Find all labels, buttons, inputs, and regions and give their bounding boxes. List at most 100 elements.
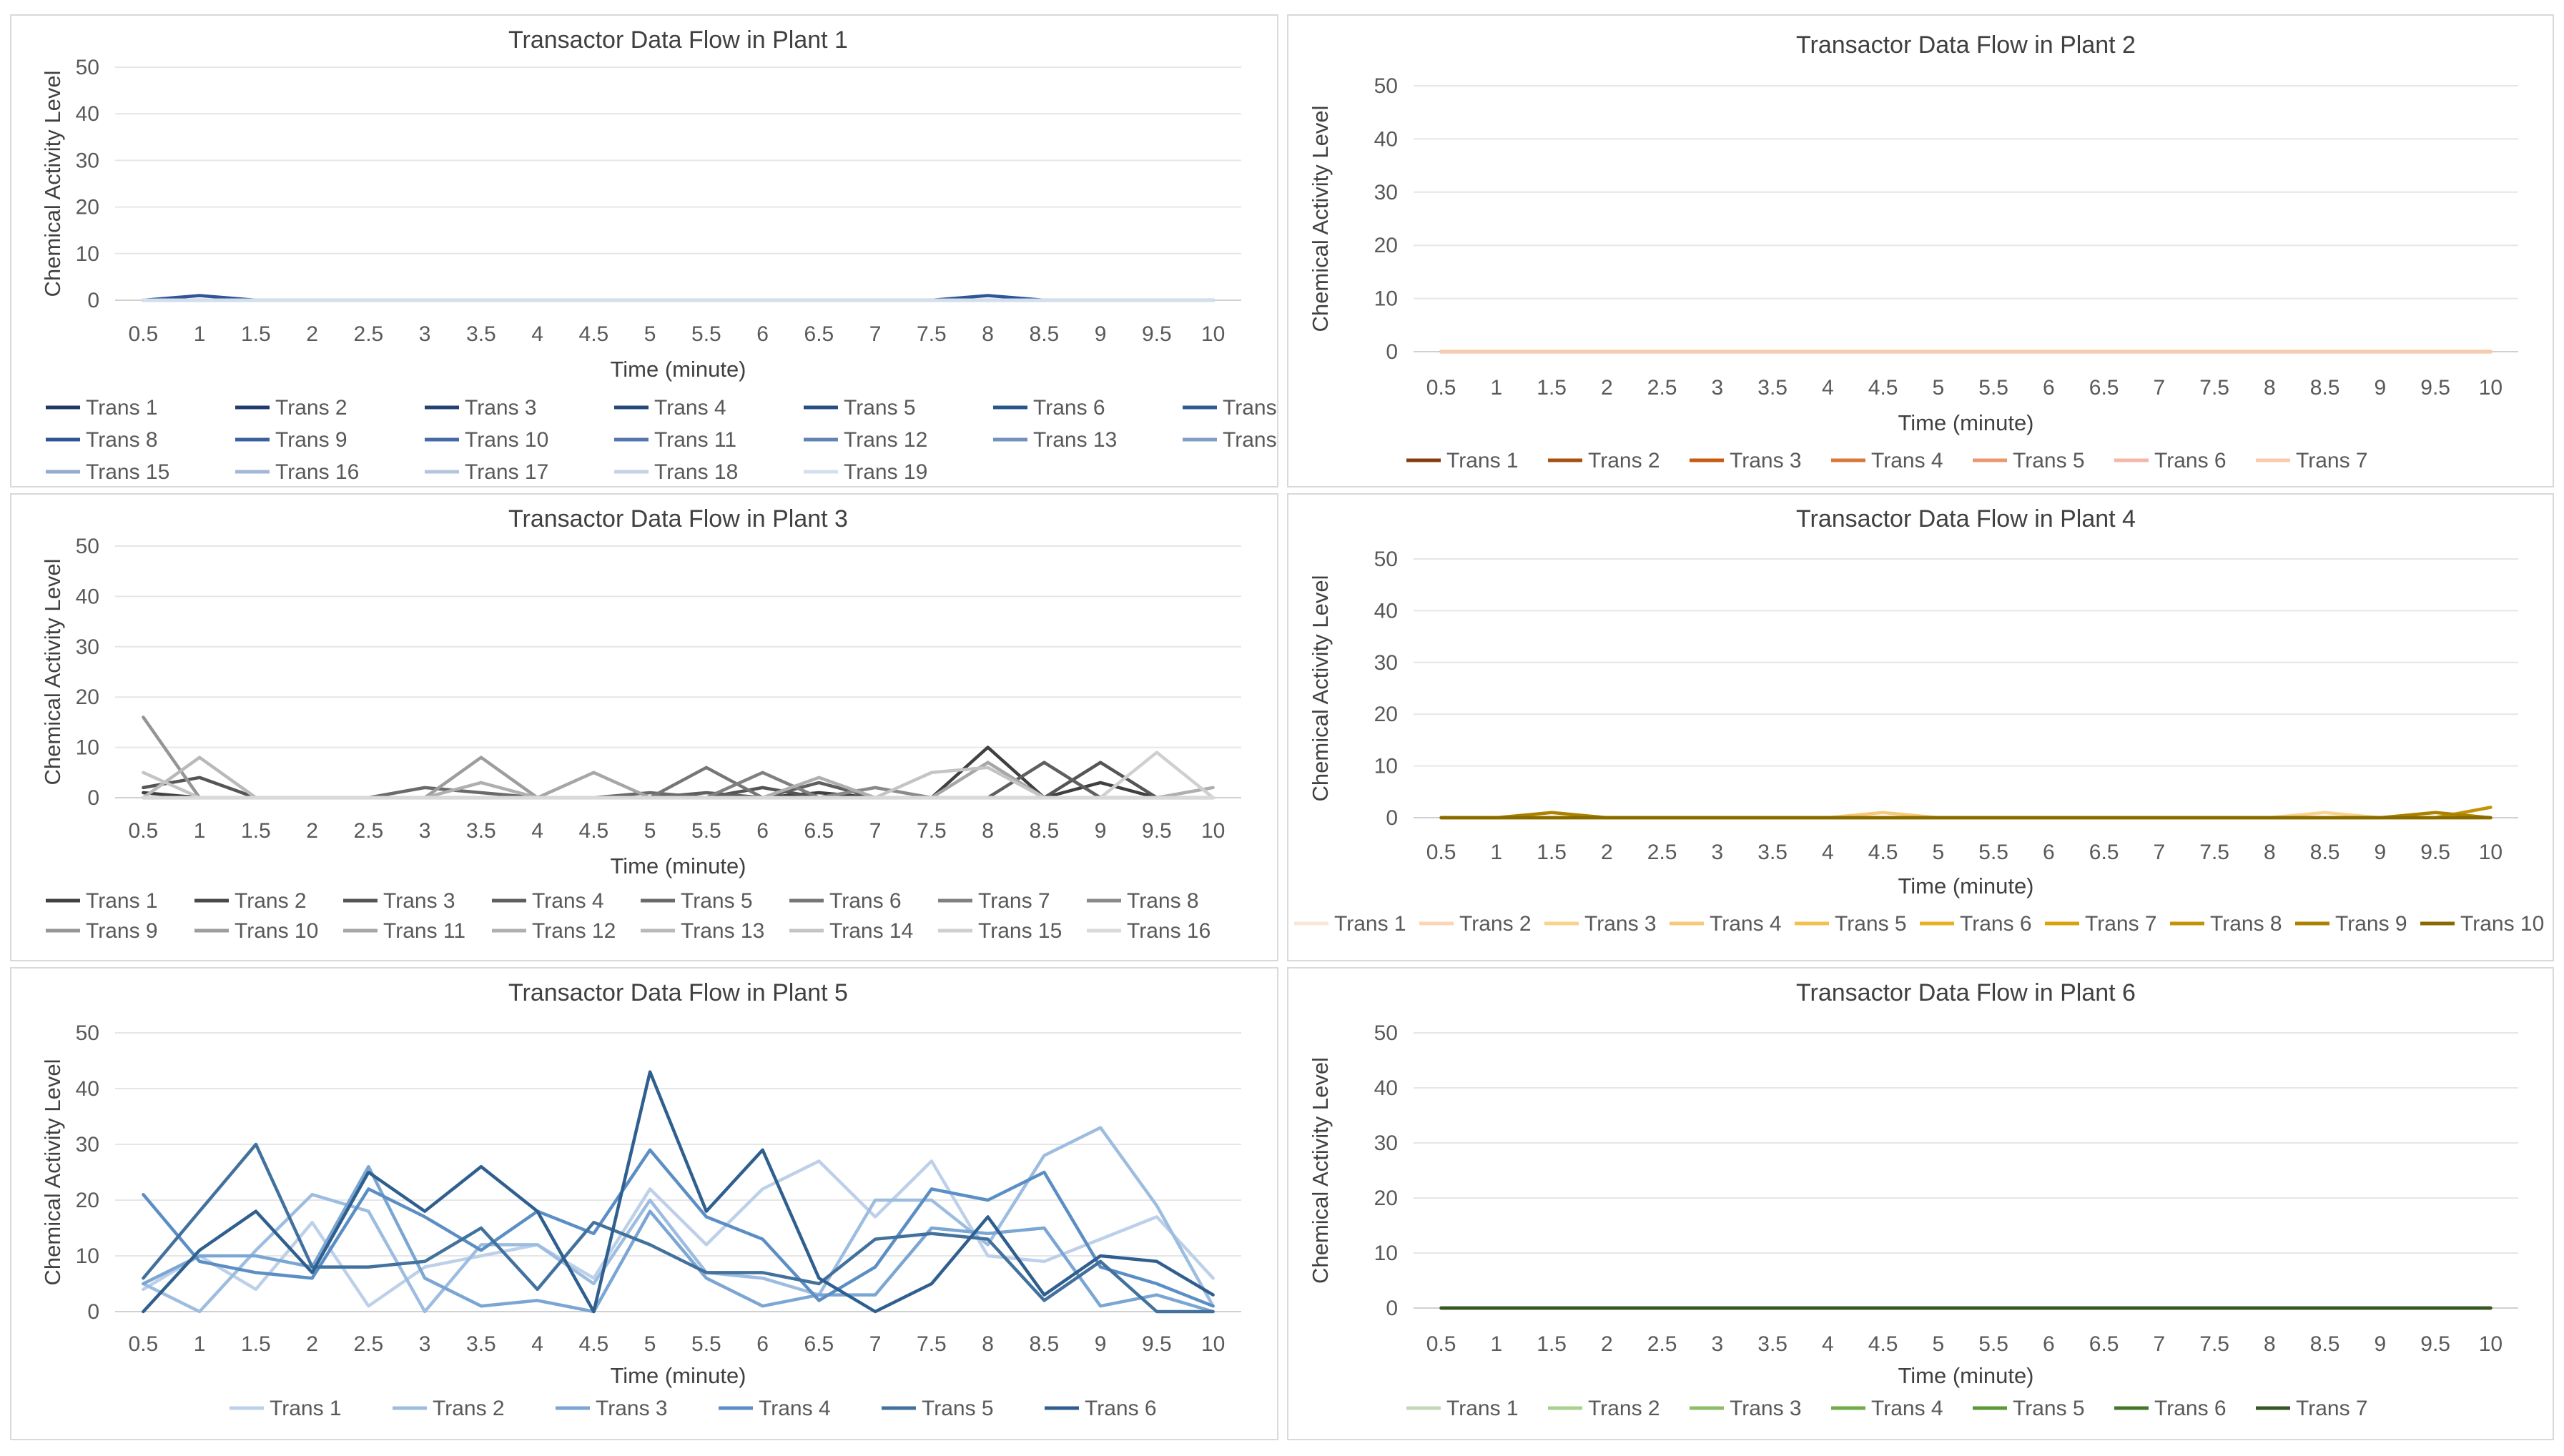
y-tick-label: 30 — [76, 635, 99, 659]
legend-item: Trans 13 — [641, 919, 764, 943]
legend-label: Trans 6 — [2154, 1397, 2227, 1420]
x-tick-label: 5 — [1933, 1332, 1945, 1356]
y-tick-label: 0 — [87, 289, 99, 312]
legend-label: Trans 19 — [844, 460, 927, 484]
x-tick-label: 7.5 — [917, 819, 947, 843]
y-tick-label: 30 — [1374, 181, 1398, 204]
chart-svg: Transactor Data Flow in Plant 6010203040… — [1308, 979, 2518, 1420]
x-tick-label: 2 — [306, 1332, 318, 1356]
x-tick-label: 8.5 — [2310, 376, 2340, 400]
y-axis-title: Chemical Activity Level — [1308, 1057, 1333, 1284]
legend-item: Trans 4 — [1670, 912, 1782, 936]
legend-item: Trans 19 — [804, 460, 927, 484]
legend-label: Trans 6 — [1033, 396, 1105, 420]
x-tick-label: 2.5 — [354, 1332, 384, 1356]
y-tick-label: 20 — [76, 1189, 99, 1212]
legend-item: Trans 7 — [938, 889, 1050, 913]
chart-title: Transactor Data Flow in Plant 3 — [508, 505, 848, 533]
chart-svg: Transactor Data Flow in Plant 4010203040… — [1294, 505, 2544, 936]
x-tick-label: 4.5 — [579, 819, 609, 843]
chart-svg: Transactor Data Flow in Plant 3010203040… — [40, 505, 1241, 943]
plant-3-chart: Transactor Data Flow in Plant 3 0 10 20 30 40… — [10, 493, 1278, 961]
y-tick-label: 0 — [1386, 806, 1398, 830]
x-tick-label: 5.5 — [691, 1332, 721, 1356]
x-tick-label: 9 — [2375, 1332, 2387, 1356]
x-tick-label: 4 — [1822, 376, 1834, 400]
x-tick-label: 8 — [2264, 1332, 2276, 1356]
chart-title: Transactor Data Flow in Plant 5 — [508, 979, 848, 1006]
series-line-trans-1 — [142, 746, 1215, 800]
y-tick-label: 30 — [76, 1133, 99, 1157]
legend-label: Trans 14 — [829, 919, 913, 943]
x-tick-label: 2 — [1601, 1332, 1613, 1356]
legend-item: Trans 1 — [1406, 1397, 1519, 1420]
legend-label: Trans 5 — [1835, 912, 1907, 936]
legend-item: Trans 5 — [1973, 449, 2085, 472]
legend-label: Trans 12 — [844, 428, 927, 452]
legend-item: Trans 11 — [343, 919, 465, 943]
x-tick-label: 3.5 — [466, 1332, 496, 1356]
x-tick-label: 3.5 — [466, 819, 496, 843]
x-tick-label: 1.5 — [1537, 376, 1567, 400]
y-tick-label: 50 — [1374, 74, 1398, 98]
legend-label: Trans 10 — [235, 919, 318, 943]
x-tick-label: 0.5 — [129, 1332, 159, 1356]
x-tick-label: 1.5 — [241, 819, 271, 843]
x-tick-label: 1.5 — [241, 322, 271, 346]
legend-label: Trans 3 — [1730, 449, 1802, 472]
x-axis-title: Time (minute) — [610, 1363, 746, 1388]
series-line-trans-6 — [142, 1070, 1215, 1314]
x-tick-label: 9.5 — [2420, 376, 2450, 400]
plant-1-chart: Transactor Data Flow in Plant 1 0 10 20 30 40… — [10, 14, 1278, 487]
legend-label: Trans 17 — [465, 460, 548, 484]
x-axis-title: Time (minute) — [610, 853, 746, 878]
legend-item: Trans 6 — [2114, 1397, 2227, 1420]
legend-label: Trans 10 — [465, 428, 548, 452]
legend-item: Trans 12 — [804, 428, 927, 452]
x-tick-label: 7 — [2154, 1332, 2166, 1356]
legend-label: Trans 2 — [1588, 449, 1660, 472]
x-tick-label: 7.5 — [2199, 1332, 2229, 1356]
legend-label: Trans 16 — [275, 460, 359, 484]
legend-item: Trans 8 — [2170, 912, 2282, 936]
legend-label: Trans 3 — [383, 889, 455, 913]
chart-title: Transactor Data Flow in Plant 1 — [508, 26, 848, 54]
legend-item: Trans 8 — [46, 428, 158, 452]
chart-svg: Transactor Data Flow in Plant 2010203040… — [1308, 31, 2518, 472]
x-tick-label: 2.5 — [1647, 376, 1677, 400]
x-tick-label: 5.5 — [1978, 1332, 2008, 1356]
legend-label: Trans 1 — [1334, 912, 1406, 936]
x-tick-label: 8.5 — [1030, 1332, 1060, 1356]
legend-item: Trans 6 — [2114, 449, 2227, 472]
x-tick-label: 1 — [194, 1332, 206, 1356]
legend-item: Trans 9 — [2295, 912, 2407, 936]
x-tick-label: 4 — [531, 1332, 543, 1356]
x-tick-label: 3 — [1712, 1332, 1724, 1356]
x-tick-label: 3 — [1712, 841, 1724, 864]
x-tick-label: 6.5 — [804, 322, 834, 346]
y-tick-label: 50 — [1374, 1021, 1398, 1045]
legend-item: Trans 1 — [1406, 449, 1519, 472]
legend-item: Trans 6 — [789, 889, 902, 913]
legend-item: Trans 5 — [804, 396, 916, 420]
y-tick-label: 10 — [76, 242, 99, 266]
x-tick-label: 4 — [531, 322, 543, 346]
legend-label: Trans 9 — [86, 919, 158, 943]
x-tick-label: 8 — [2264, 841, 2276, 864]
x-tick-label: 1.5 — [241, 1332, 271, 1356]
legend-label: Trans 2 — [1588, 1397, 1660, 1420]
x-tick-label: 1 — [194, 322, 206, 346]
x-tick-label: 8.5 — [1030, 819, 1060, 843]
y-tick-label: 50 — [76, 535, 99, 558]
y-tick-label: 10 — [76, 736, 99, 760]
x-tick-label: 2.5 — [354, 819, 384, 843]
legend-item: Trans 7 — [2256, 1397, 2368, 1420]
series-line-trans-5 — [142, 1142, 1215, 1314]
legend-label: Trans 1 — [1446, 1397, 1519, 1420]
x-tick-label: 1 — [1491, 1332, 1503, 1356]
legend-label: Trans 11 — [383, 919, 465, 943]
legend-item: Trans 17 — [425, 460, 548, 484]
x-tick-label: 7.5 — [2199, 376, 2229, 400]
legend-item: Trans 5 — [641, 889, 753, 913]
legend-item: Trans 3 — [425, 396, 537, 420]
